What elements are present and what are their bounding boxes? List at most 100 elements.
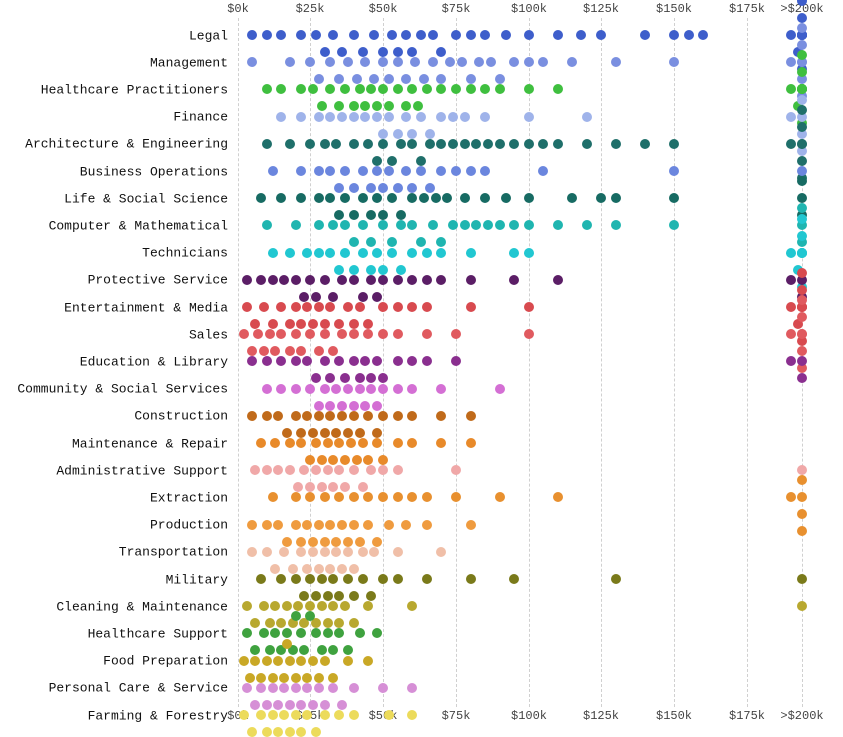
data-point	[553, 30, 563, 40]
data-point	[273, 727, 283, 737]
data-point	[407, 220, 417, 230]
data-point	[291, 673, 301, 683]
data-point	[366, 275, 376, 285]
data-point	[611, 57, 621, 67]
data-point	[279, 710, 289, 720]
data-point	[320, 710, 330, 720]
data-point	[786, 302, 796, 312]
data-point	[466, 302, 476, 312]
data-point	[425, 183, 435, 193]
data-point	[360, 401, 370, 411]
data-point	[291, 520, 301, 530]
data-point	[422, 574, 432, 584]
data-point	[302, 710, 312, 720]
data-point	[358, 292, 368, 302]
data-point	[442, 193, 452, 203]
data-point	[363, 319, 373, 329]
data-point	[669, 139, 679, 149]
data-point	[401, 30, 411, 40]
category-label: Legal	[189, 28, 228, 43]
data-point	[279, 683, 289, 693]
data-point	[291, 302, 301, 312]
data-point	[524, 248, 534, 258]
data-point	[285, 139, 295, 149]
data-point	[317, 601, 327, 611]
data-point	[349, 275, 359, 285]
data-point	[328, 645, 338, 655]
data-point	[302, 411, 312, 421]
data-point	[422, 356, 432, 366]
data-point	[291, 356, 301, 366]
data-point	[320, 428, 330, 438]
data-point	[419, 193, 429, 203]
data-point	[480, 30, 490, 40]
data-point	[308, 319, 318, 329]
data-point	[393, 574, 403, 584]
data-point	[247, 727, 257, 737]
data-point	[428, 30, 438, 40]
data-point	[245, 673, 255, 683]
data-point	[669, 193, 679, 203]
data-point	[337, 564, 347, 574]
data-point	[334, 492, 344, 502]
data-point	[291, 492, 301, 502]
data-point	[436, 74, 446, 84]
data-point	[596, 193, 606, 203]
data-point	[296, 628, 306, 638]
data-point	[393, 84, 403, 94]
category-label: Healthcare Practitioners	[41, 82, 228, 97]
data-point	[416, 30, 426, 40]
data-point	[256, 275, 266, 285]
data-point	[325, 248, 335, 258]
data-point	[302, 356, 312, 366]
data-point	[305, 139, 315, 149]
data-point	[276, 112, 286, 122]
data-point	[314, 166, 324, 176]
data-point	[509, 275, 519, 285]
data-point	[407, 183, 417, 193]
data-point	[311, 591, 321, 601]
data-point	[259, 628, 269, 638]
data-point	[320, 656, 330, 666]
data-point	[331, 547, 341, 557]
data-point	[797, 574, 807, 584]
data-point	[343, 384, 353, 394]
data-point	[296, 537, 306, 547]
data-point	[509, 57, 519, 67]
data-point	[360, 101, 370, 111]
category-label: Sales	[189, 327, 228, 342]
data-point	[378, 492, 388, 502]
data-point	[296, 30, 306, 40]
data-point	[311, 465, 321, 475]
data-point	[302, 683, 312, 693]
data-point	[457, 57, 467, 67]
data-point	[314, 564, 324, 574]
data-point	[393, 47, 403, 57]
data-point	[334, 356, 344, 366]
data-point	[358, 574, 368, 584]
data-point	[797, 346, 807, 356]
data-point	[328, 574, 338, 584]
data-point	[416, 166, 426, 176]
data-point	[366, 384, 376, 394]
data-point	[282, 628, 292, 638]
data-point	[358, 248, 368, 258]
data-point	[337, 112, 347, 122]
data-point	[372, 401, 382, 411]
data-point	[378, 683, 388, 693]
data-point	[328, 455, 338, 465]
data-point	[305, 57, 315, 67]
data-point	[265, 329, 275, 339]
data-point	[466, 438, 476, 448]
data-point	[256, 193, 266, 203]
data-point	[451, 30, 461, 40]
data-point	[247, 30, 257, 40]
data-point	[314, 401, 324, 411]
x-axis-tick-bottom: $150k	[656, 709, 692, 723]
data-point	[384, 710, 394, 720]
data-point	[393, 129, 403, 139]
category-label: Personal Care & Service	[49, 681, 228, 696]
data-point	[401, 101, 411, 111]
data-point	[343, 574, 353, 584]
data-point	[422, 492, 432, 502]
